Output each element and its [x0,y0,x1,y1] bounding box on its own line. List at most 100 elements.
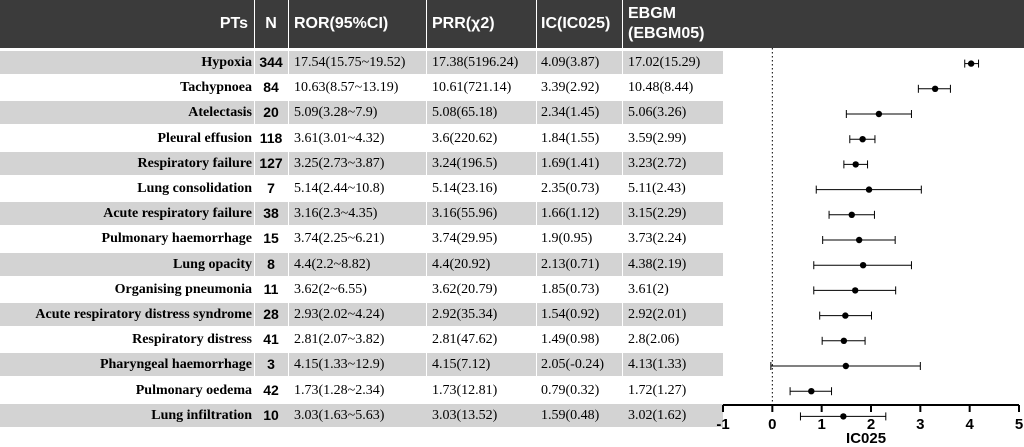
cell-ic: 2.34(1.45) [541,105,600,121]
cell-ebgm: 4.38(2.19) [628,256,687,272]
data-point [931,85,939,93]
cell-n: 38 [263,205,279,222]
x-axis-label: IC025 [846,430,886,447]
cell-ic: 1.54(0.92) [541,307,600,322]
header-ebgm: EBGM (EBGM05) [622,0,723,48]
table-row: Respiratory failure 127 3.25(2.73~3.87) 3.2… [0,151,723,175]
cell-ebgm: 5.06(3.26) [628,105,687,121]
table-row: Atelectasis 20 5.09(3.28~7.9) 5.08(65.18) 2.… [0,101,723,125]
cell-ic: 1.59(0.48) [541,407,600,423]
cell-ic: 1.85(0.73) [541,281,600,297]
table-row: Lung infiltration 10 3.03(1.63~5.63) 3.03(1… [0,403,723,427]
cell-ror: 17.54(15.75~19.52) [294,55,406,70]
cell-n: 15 [263,230,279,247]
cell-ic: 1.9(0.95) [541,231,593,247]
cell-pt: Pulmonary haemorrhage [101,231,252,247]
data-point [859,136,866,143]
header-ror-label: ROR(95%CI) [294,15,389,32]
table-row: Acute respiratory failure 38 3.16(2.3~4.35… [0,202,723,226]
cell-prr: 5.08(65.18) [432,105,498,121]
cell-n: 11 [263,280,279,297]
table-row: Respiratory distress 41 2.81(2.07~3.82) 2.8… [0,328,723,351]
x-tick-label: 1 [817,416,825,433]
cell-ror: 3.16(2.3~4.35) [294,206,378,222]
cell-prr: 17.38(5196.24) [432,55,519,70]
cell-n: 28 [263,306,279,322]
data-point [840,413,847,420]
cell-ic: 1.69(1.41) [541,155,600,171]
cell-pt: Acute respiratory distress syndrome [35,307,252,322]
cell-pt: Tachypnoea [180,80,252,96]
cell-pt: Hypoxia [201,55,252,70]
column-separator [426,0,427,404]
cell-ror: 3.25(2.73~3.87) [294,155,385,171]
cell-ror: 2.93(2.02~4.24) [294,307,385,322]
cell-ic: 1.84(1.55) [541,130,600,146]
cell-n: 20 [263,104,279,121]
cell-prr: 3.74(29.95) [432,231,498,247]
cell-ic: 3.39(2.92) [541,80,600,96]
header-ebgm-line2: (EBGM05) [628,25,705,42]
cell-ebgm: 4.13(1.33) [628,357,687,373]
cell-ic: 0.79(0.32) [541,382,600,398]
cell-prr: 2.92(35.34) [432,307,498,322]
cell-prr: 2.81(47.62) [432,332,498,348]
cell-pt: Lung opacity [173,256,252,272]
header-ebgm-line1: EBGM [628,5,676,22]
cell-ebgm: 10.48(8.44) [628,80,694,96]
header-ic: IC(IC025) [536,0,622,48]
cell-prr: 3.24(196.5) [432,155,498,171]
column-separator [288,0,289,404]
header-n: N [254,0,288,48]
cell-n: 8 [267,255,275,272]
cell-pt: Pleural effusion [157,130,253,146]
cell-pt: Acute respiratory failure [103,206,252,222]
column-separator [254,0,255,404]
x-tick-label: 4 [965,416,974,433]
cell-n: 3 [267,356,275,373]
cell-ror: 3.74(2.25~6.21) [294,231,385,247]
data-point [808,388,815,395]
cell-ic: 2.05(-0.24) [541,357,604,373]
cell-ic: 1.66(1.12) [541,206,600,222]
header-ror: ROR(95%CI) [288,0,426,48]
cell-pt: Pulmonary oedema [135,382,252,398]
cell-prr: 4.15(7.12) [432,357,491,373]
cell-pt: Respiratory distress [132,332,252,348]
cell-prr: 1.73(12.81) [432,382,498,398]
cell-prr: 3.62(20.79) [432,281,498,297]
cell-n: 10 [263,406,279,423]
cell-pt: Pharyngeal haemorrhage [99,357,252,373]
cell-ror: 3.62(2~6.55) [294,281,367,297]
cell-ror: 2.81(2.07~3.82) [294,332,385,348]
cell-ror: 1.73(1.28~2.34) [294,382,385,398]
header-prr: PRR(χ2) [426,0,536,48]
x-tick-label: 0 [768,416,776,433]
cell-prr: 3.6(220.62) [432,130,498,146]
cell-ebgm: 2.8(2.06) [628,332,680,348]
cell-prr: 5.14(23.16) [432,181,498,196]
cell-ror: 5.14(2.44~10.8) [294,181,385,196]
header-pts: PTs [0,0,254,48]
table-row: Lung consolidation 7 5.14(2.44~10.8) 5.14(2… [0,177,723,200]
header-n-label: N [265,15,277,32]
data-point [875,110,883,118]
table-row: Hypoxia 344 17.54(15.75~19.52) 17.38(5196.2… [0,51,723,74]
cell-ror: 10.63(8.57~13.19) [294,80,399,96]
cell-ic: 2.35(0.73) [541,181,600,196]
cell-prr: 10.61(721.14) [432,80,512,96]
data-point [848,211,855,218]
table-row: Tachypnoea 84 10.63(8.57~13.19) 10.61(721.1… [0,76,723,99]
header-ic-label: IC(IC025) [541,15,611,32]
cell-ic: 1.49(0.98) [541,332,600,348]
cell-ror: 3.03(1.63~5.63) [294,407,385,423]
cell-ror: 3.61(3.01~4.32) [294,130,385,146]
data-point [855,236,863,244]
cell-ror: 4.15(1.33~12.9) [294,357,385,373]
table-row: Pharyngeal haemorrhage 3 4.15(1.33~12.9) 4.… [0,353,723,377]
header-plot [723,0,1024,48]
cell-pt: Respiratory failure [137,155,252,171]
x-tick-label: 2 [867,416,875,433]
cell-ic: 2.13(0.71) [541,256,600,272]
